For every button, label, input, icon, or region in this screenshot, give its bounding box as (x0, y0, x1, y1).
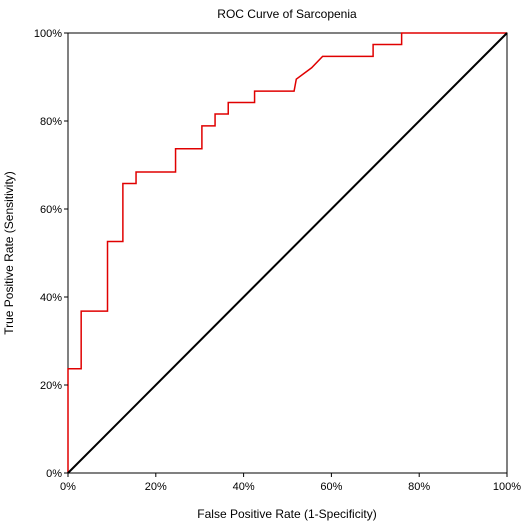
chart-title: ROC Curve of Sarcopenia (217, 7, 357, 21)
y-tick-label: 60% (40, 204, 62, 216)
roc-curve-line (67, 32, 507, 473)
x-axis: 0% 20% 40% 60% 80% 100% (60, 473, 521, 493)
y-tick-label: 0% (46, 468, 62, 480)
y-axis-label: True Positive Rate (Sensitivity) (2, 171, 16, 335)
y-tick-label: 100% (34, 28, 62, 40)
y-tick-label: 20% (40, 380, 62, 392)
plot-area (67, 32, 508, 474)
y-tick-label: 80% (40, 116, 62, 128)
reference-diagonal-line (67, 32, 508, 474)
x-tick-label: 80% (408, 481, 430, 493)
x-tick-label: 0% (60, 481, 76, 493)
x-tick-label: 40% (233, 481, 255, 493)
x-tick-label: 20% (145, 481, 167, 493)
y-tick-label: 40% (40, 292, 62, 304)
x-axis-label: False Positive Rate (1-Specificity) (197, 507, 376, 521)
x-tick-label: 100% (493, 481, 521, 493)
plot-frame (67, 32, 508, 474)
y-axis: 0% 20% 40% 60% 80% 100% (34, 28, 68, 480)
x-tick-label: 60% (320, 481, 342, 493)
